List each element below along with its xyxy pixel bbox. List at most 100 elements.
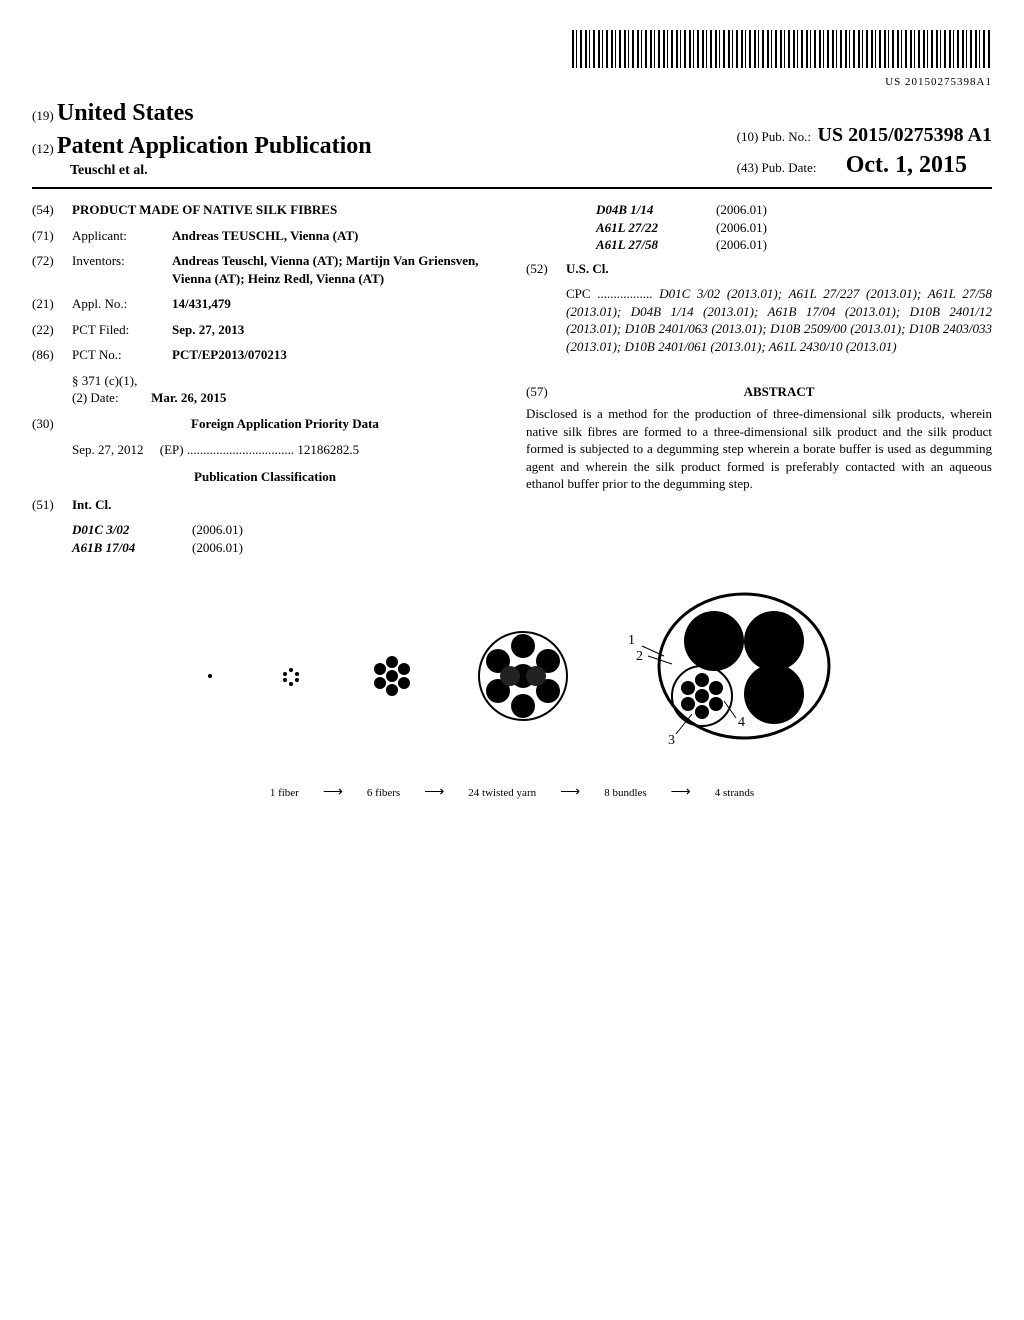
- s371-date: Mar. 26, 2015: [151, 390, 226, 405]
- cpc-label: CPC: [566, 286, 591, 301]
- uscl-num: (52): [526, 260, 566, 278]
- arrow-icon: ⟶: [560, 784, 580, 803]
- applicant-name: Andreas TEUSCHL, Vienna (AT): [172, 228, 358, 243]
- applicant-value: Andreas TEUSCHL, Vienna (AT): [172, 227, 498, 245]
- figure-row: 1 2 3 4: [32, 586, 992, 766]
- intcl-row: D01C 3/02 (2006.01): [72, 521, 498, 539]
- left-column: (54) PRODUCT MADE OF NATIVE SILK FIBRES …: [32, 201, 498, 556]
- intcl-code: D01C 3/02: [72, 521, 192, 539]
- fig-label-5: 4 strands: [715, 786, 754, 801]
- appl-no-field: (21) Appl. No.: 14/431,479: [32, 295, 498, 313]
- inventors-names: Andreas Teuschl, Vienna (AT); Martijn Va…: [172, 253, 479, 286]
- barcode-block: US 20150275398A1: [32, 30, 992, 89]
- inventors-label: Inventors:: [72, 252, 172, 287]
- fig-label-1: 1 fiber: [270, 786, 299, 801]
- country-line: (19) United States: [32, 97, 372, 129]
- applicant-label: Applicant:: [72, 227, 172, 245]
- pub-date: Oct. 1, 2015: [846, 152, 967, 178]
- body-columns: (54) PRODUCT MADE OF NATIVE SILK FIBRES …: [32, 201, 992, 556]
- intcl-year: (2006.01): [192, 539, 243, 557]
- intcl-year: (2006.01): [192, 521, 243, 539]
- foreign-dots: .................................: [187, 442, 294, 457]
- cpc-dots: .................: [597, 286, 652, 301]
- pub-date-label: Pub. Date:: [762, 160, 817, 175]
- appl-no-num: (21): [32, 295, 72, 313]
- figure-label-row: 1 fiber ⟶ 6 fibers ⟶ 24 twisted yarn ⟶ 8…: [32, 784, 992, 803]
- header-right: (10) Pub. No.: US 2015/0275398 A1 (43) P…: [737, 122, 992, 181]
- pub-class-heading: Publication Classification: [32, 468, 498, 486]
- right-column: D04B 1/14 (2006.01) A61L 27/22 (2006.01)…: [526, 201, 992, 556]
- header-left: (19) United States (12) Patent Applicati…: [32, 97, 372, 181]
- arrow-icon: ⟶: [323, 784, 343, 803]
- pub-no: US 2015/0275398 A1: [818, 124, 992, 146]
- fig-label-4: 8 bundles: [604, 786, 646, 801]
- foreign-app: 12186282.5: [297, 442, 359, 457]
- intcl-year: (2006.01): [716, 219, 767, 237]
- intcl-row: A61L 27/22 (2006.01): [596, 219, 992, 237]
- authors-line: Teuschl et al.: [70, 162, 372, 181]
- barcode-graphic: [572, 30, 992, 68]
- intcl-label: Int. Cl.: [72, 496, 111, 514]
- intcl-code: A61L 27/22: [596, 219, 716, 237]
- pct-filed-field: (22) PCT Filed: Sep. 27, 2013: [32, 321, 498, 339]
- inventors-num: (72): [32, 252, 72, 287]
- foreign-data-row: Sep. 27, 2012 (EP) .....................…: [72, 441, 498, 459]
- figure-6fibers-icon: [266, 626, 316, 726]
- intcl-field: (51) Int. Cl.: [32, 496, 498, 514]
- pct-no-field: (86) PCT No.: PCT/EP2013/070213: [32, 346, 498, 364]
- foreign-heading: Foreign Application Priority Data: [72, 415, 498, 433]
- intcl-list-right: D04B 1/14 (2006.01) A61L 27/22 (2006.01)…: [596, 201, 992, 254]
- foreign-num: (30): [32, 415, 72, 433]
- title-text: PRODUCT MADE OF NATIVE SILK FIBRES: [72, 201, 498, 219]
- fig-label-3: 24 twisted yarn: [468, 786, 536, 801]
- foreign-country: (EP): [160, 442, 184, 457]
- pct-no-label: PCT No.:: [72, 346, 172, 364]
- s371-label: § 371 (c)(1),: [72, 372, 498, 390]
- header: (19) United States (12) Patent Applicati…: [32, 97, 992, 189]
- intcl-code: A61B 17/04: [72, 539, 192, 557]
- s371-date-row: (2) Date: Mar. 26, 2015: [72, 389, 498, 407]
- abstract-body: Disclosed is a method for the production…: [526, 405, 992, 493]
- fig-label-2: 6 fibers: [367, 786, 400, 801]
- intcl-code: D04B 1/14: [596, 201, 716, 219]
- pub-no-label: Pub. No.:: [762, 129, 811, 144]
- callout-2: 2: [636, 649, 643, 664]
- callout-3: 3: [668, 733, 675, 748]
- pct-filed-label: PCT Filed:: [72, 321, 172, 339]
- abstract-num: (57): [526, 383, 566, 401]
- intcl-year: (2006.01): [716, 201, 767, 219]
- appl-no-value: 14/431,479: [172, 295, 498, 313]
- inventors-field: (72) Inventors: Andreas Teuschl, Vienna …: [32, 252, 498, 287]
- figure-24yarn-icon: [352, 626, 432, 726]
- s371-block: § 371 (c)(1), (2) Date: Mar. 26, 2015: [72, 372, 498, 407]
- figure-area: 1 2 3 4 1 fiber ⟶ 6 fibers ⟶ 24 twisted …: [32, 586, 992, 803]
- abstract-heading-row: (57) ABSTRACT: [526, 383, 992, 401]
- uscl-label: U.S. Cl.: [566, 260, 609, 278]
- figure-4strands-icon: 1 2 3 4: [614, 586, 834, 766]
- barcode-number: US 20150275398A1: [32, 75, 992, 90]
- pct-filed-num: (22): [32, 321, 72, 339]
- intcl-num: (51): [32, 496, 72, 514]
- cpc-block: CPC ................. D01C 3/02 (2013.01…: [566, 285, 992, 355]
- intcl-row: A61L 27/58 (2006.01): [596, 236, 992, 254]
- intcl-list-left: D01C 3/02 (2006.01) A61B 17/04 (2006.01): [72, 521, 498, 556]
- figure-8bundles-icon: [468, 616, 578, 736]
- pct-no-num: (86): [32, 346, 72, 364]
- pub-prefix: (12): [32, 141, 54, 156]
- applicant-field: (71) Applicant: Andreas TEUSCHL, Vienna …: [32, 227, 498, 245]
- intcl-year: (2006.01): [716, 236, 767, 254]
- title-num: (54): [32, 201, 72, 219]
- inventors-value: Andreas Teuschl, Vienna (AT); Martijn Va…: [172, 252, 498, 287]
- intcl-row: D04B 1/14 (2006.01): [596, 201, 992, 219]
- intcl-row: A61B 17/04 (2006.01): [72, 539, 498, 557]
- intcl-code: A61L 27/58: [596, 236, 716, 254]
- uscl-field: (52) U.S. Cl.: [526, 260, 992, 278]
- appl-no-label: Appl. No.:: [72, 295, 172, 313]
- figure-1fiber-icon: [190, 626, 230, 726]
- callout-4: 4: [738, 715, 745, 730]
- pub-type-line: (12) Patent Application Publication: [32, 130, 372, 162]
- callout-1: 1: [628, 633, 635, 648]
- s371-date-label: (2) Date:: [72, 390, 119, 405]
- pct-no-value: PCT/EP2013/070213: [172, 346, 498, 364]
- abstract-label: ABSTRACT: [566, 383, 992, 401]
